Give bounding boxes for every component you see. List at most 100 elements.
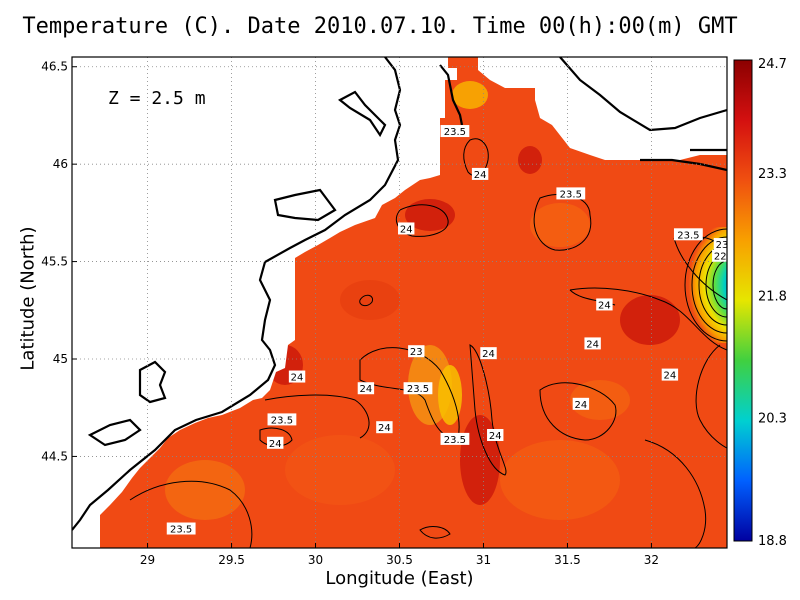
temperature-patch bbox=[452, 81, 488, 109]
contour-label-box bbox=[376, 421, 393, 434]
temperature-patch bbox=[530, 203, 590, 247]
contour-line bbox=[684, 228, 727, 342]
contour-line bbox=[705, 252, 727, 318]
coastline bbox=[640, 158, 727, 172]
contour-label-box bbox=[713, 238, 727, 251]
contour-label: 23.5 bbox=[440, 432, 470, 446]
colorbar-label: 20.3 bbox=[758, 412, 787, 427]
contour-label-box bbox=[267, 413, 297, 426]
y-tick-label: 45 bbox=[53, 352, 68, 366]
contour-label-text: 23 bbox=[410, 347, 423, 358]
contour-label: 23 bbox=[713, 238, 727, 251]
contour-label-box bbox=[398, 222, 415, 235]
contour-line bbox=[698, 244, 727, 326]
x-tick-label: 31 bbox=[476, 553, 491, 567]
contour-label-text: 24 bbox=[378, 423, 391, 434]
contour-label-box bbox=[408, 345, 425, 358]
contour-label-text: 24 bbox=[400, 224, 413, 235]
contour-label-text: 24 bbox=[482, 349, 495, 360]
contour-label: 23 bbox=[408, 345, 425, 358]
x-axis-label: Longitude (East) bbox=[325, 568, 474, 589]
contour-label: 24 bbox=[480, 347, 497, 360]
colorbar-label: 24.7 bbox=[758, 57, 787, 72]
contour-label: 23.5 bbox=[440, 125, 470, 138]
contour-label: 24 bbox=[376, 421, 393, 434]
contour-label: 23.5 bbox=[673, 228, 703, 241]
contour-line bbox=[644, 439, 707, 548]
contour-label-box bbox=[661, 368, 679, 381]
contour-line bbox=[419, 526, 451, 539]
contour-label: 24 bbox=[487, 428, 504, 442]
contour-line bbox=[469, 344, 507, 476]
contour-label-text: 23.5 bbox=[677, 230, 699, 241]
coastline bbox=[439, 64, 464, 126]
contour-label-box bbox=[712, 249, 727, 262]
contour-label: 24 bbox=[584, 337, 601, 350]
depth-annotation: Z = 2.5 m bbox=[108, 88, 206, 109]
contour-label-text: 23.5 bbox=[407, 384, 429, 395]
contour-label-text: 24 bbox=[575, 400, 588, 411]
contour-label-text: 24 bbox=[489, 431, 502, 442]
contour-label-box bbox=[584, 337, 601, 350]
x-tick-label: 30.5 bbox=[386, 553, 413, 567]
contour-label: 24 bbox=[572, 397, 590, 411]
land-mask-north bbox=[478, 57, 535, 88]
colorbar-label: 21.8 bbox=[758, 289, 787, 304]
contour-label-text: 24 bbox=[291, 373, 304, 384]
contour-label-box bbox=[440, 432, 470, 445]
temperature-patch bbox=[285, 435, 395, 505]
temperature-patch bbox=[460, 415, 500, 505]
contour-label-text: 24 bbox=[664, 371, 677, 382]
contour-label-text: 24 bbox=[586, 339, 599, 350]
contour-label: 24 bbox=[357, 382, 375, 395]
temperature-patch bbox=[518, 146, 542, 174]
colorbar bbox=[733, 59, 753, 542]
contour-label-text: 23.5 bbox=[560, 189, 582, 200]
contour-label-text: 22 bbox=[714, 252, 727, 263]
contour-label-text: 23.5 bbox=[271, 415, 293, 426]
contour-label: 22 bbox=[712, 249, 727, 263]
contour-label-text: 24 bbox=[474, 170, 487, 181]
colorbar-label: 18.8 bbox=[758, 534, 787, 549]
colorbar-label: 23.3 bbox=[758, 167, 787, 182]
contour-label: 24 bbox=[288, 370, 306, 384]
x-tick-label: 32 bbox=[644, 553, 659, 567]
contour-label-box bbox=[288, 370, 306, 383]
contour-line bbox=[264, 394, 370, 439]
contour-label-box bbox=[403, 382, 433, 395]
x-tick-label: 30 bbox=[308, 553, 323, 567]
contour-label-box bbox=[440, 125, 470, 138]
contour-label-text: 23.5 bbox=[444, 435, 466, 446]
contour-label: 23.5 bbox=[166, 522, 196, 536]
contour-label-box bbox=[596, 298, 613, 311]
contour-label: 24 bbox=[471, 167, 489, 181]
temperature-patch bbox=[570, 380, 630, 420]
temperature-patch bbox=[620, 295, 680, 345]
coastline bbox=[273, 188, 337, 222]
y-tick-label: 44.5 bbox=[41, 449, 68, 463]
y-tick-label: 45.5 bbox=[41, 255, 68, 269]
contour-label-box bbox=[487, 428, 504, 441]
temperature-patch bbox=[165, 460, 245, 520]
temperature-patch bbox=[438, 365, 462, 425]
y-tick-label: 46.5 bbox=[41, 60, 68, 74]
contour-label-box bbox=[673, 228, 703, 241]
y-axis-label: Latitude (North) bbox=[17, 226, 39, 371]
contour-label-box bbox=[357, 382, 375, 395]
temperature-patch bbox=[405, 199, 455, 231]
contour-label: 23.5 bbox=[403, 382, 433, 395]
x-tick-label: 31.5 bbox=[554, 553, 581, 567]
x-tick-label: 29.5 bbox=[218, 553, 245, 567]
contour-line bbox=[691, 236, 727, 334]
coastline bbox=[559, 57, 727, 132]
contour-line bbox=[539, 382, 617, 441]
contour-label-box bbox=[166, 522, 196, 535]
contour-label: 24 bbox=[398, 222, 415, 235]
contour-label-box bbox=[471, 167, 489, 180]
contour-line bbox=[695, 344, 727, 449]
contour-label: 24 bbox=[661, 368, 679, 382]
y-tick-label: 46 bbox=[53, 157, 68, 171]
contour-line bbox=[259, 427, 293, 447]
coastline bbox=[138, 360, 167, 404]
